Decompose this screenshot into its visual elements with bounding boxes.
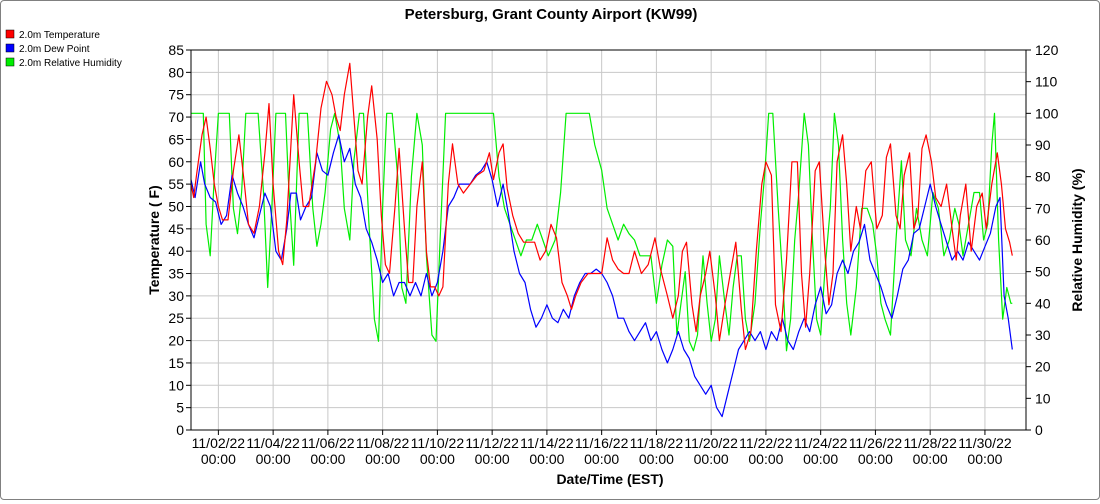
x-tick-time: 00:00: [365, 451, 400, 467]
x-tick-date: 11/10/22: [411, 435, 465, 451]
y2-tick-label: 20: [1035, 359, 1051, 375]
x-tick-time: 00:00: [694, 451, 729, 467]
x-tick-time: 00:00: [967, 451, 1002, 467]
x-tick-date: 11/04/22: [246, 435, 300, 451]
y2-tick-label: 120: [1035, 42, 1059, 58]
x-tick-date: 11/02/22: [192, 435, 246, 451]
x-tick-time: 00:00: [858, 451, 893, 467]
x-tick-date: 11/06/22: [301, 435, 355, 451]
x-tick-time: 00:00: [475, 451, 510, 467]
y-tick-label: 80: [168, 64, 184, 80]
x-tick-date: 11/28/22: [903, 435, 957, 451]
y-tick-label: 65: [168, 131, 184, 147]
chart-title: Petersburg, Grant County Airport (KW99): [405, 6, 698, 23]
x-tick-date: 11/22/22: [739, 435, 793, 451]
y2-tick-label: 110: [1035, 74, 1058, 90]
legend-label: 2.0m Relative Humidity: [19, 58, 122, 69]
y-tick-label: 5: [176, 400, 184, 416]
x-tick-date: 11/20/22: [684, 435, 738, 451]
humidity-axis: 0 10 20 30 40 50 60 70 80 90 100 110 120: [1026, 42, 1059, 438]
y-tick-label: 35: [168, 266, 184, 282]
y-tick-label: 30: [168, 288, 184, 304]
temperature-axis: 0 5 10 15 20 25 30 35 40 45 50 55 60 65 70 75 80 85: [168, 42, 191, 438]
y2-tick-label: 60: [1035, 232, 1051, 248]
x-tick-date: 11/24/22: [794, 435, 848, 451]
y-tick-label: 70: [168, 109, 184, 125]
series-line-2-0m-temperature: [190, 62, 1013, 351]
y-tick-label: 20: [168, 333, 184, 349]
series-line-2-0m-relative-humidity: [191, 112, 1013, 352]
y2-tick-label: 40: [1035, 295, 1051, 311]
legend: 2.0m Temperature 2.0m Dew Point 2.0m Relat…: [5, 29, 122, 69]
x-tick-date: 11/08/22: [356, 435, 410, 451]
x-tick-time: 00:00: [913, 451, 948, 467]
x-tick-time: 00:00: [310, 451, 345, 467]
x-tick-date: 11/18/22: [630, 435, 684, 451]
x-tick-time: 00:00: [256, 451, 291, 467]
y-tick-label: 10: [168, 377, 184, 393]
legend-swatch: [5, 43, 15, 53]
y-tick-label: 85: [168, 42, 184, 58]
y2-tick-label: 90: [1035, 137, 1051, 153]
time-axis: 11/02/2200:0011/04/2200:0011/06/2200:001…: [192, 430, 1012, 467]
x-tick-date: 11/14/22: [520, 435, 574, 451]
y-axis-title: Temperature ( F): [146, 185, 162, 294]
y2-tick-label: 80: [1035, 169, 1051, 185]
y2-tick-label: 10: [1035, 390, 1051, 406]
x-axis-title: Date/Time (EST): [556, 471, 663, 487]
legend-label: 2.0m Temperature: [19, 30, 100, 41]
y-tick-label: 45: [168, 221, 184, 237]
legend-label: 2.0m Dew Point: [19, 44, 90, 55]
y-tick-label: 75: [168, 87, 184, 103]
y-tick-label: 50: [168, 198, 184, 214]
x-tick-date: 11/26/22: [849, 435, 903, 451]
x-tick-time: 00:00: [201, 451, 236, 467]
y-tick-label: 0: [176, 422, 184, 438]
y2-axis-title: Relative Humidity (%): [1069, 168, 1085, 311]
series-layer: [190, 62, 1013, 418]
y2-tick-label: 0: [1035, 422, 1043, 438]
y2-tick-label: 100: [1035, 105, 1059, 121]
x-tick-time: 00:00: [420, 451, 455, 467]
y-tick-label: 55: [168, 176, 184, 192]
y-tick-label: 25: [168, 310, 184, 326]
x-tick-time: 00:00: [584, 451, 619, 467]
y2-tick-label: 70: [1035, 200, 1051, 216]
x-tick-date: 11/12/22: [465, 435, 519, 451]
x-tick-date: 11/30/22: [958, 435, 1012, 451]
y2-tick-label: 50: [1035, 264, 1051, 280]
y2-tick-label: 30: [1035, 327, 1051, 343]
y-tick-label: 15: [168, 355, 184, 371]
legend-swatch: [5, 29, 15, 39]
x-tick-time: 00:00: [639, 451, 674, 467]
x-tick-time: 00:00: [748, 451, 783, 467]
y-tick-label: 40: [168, 243, 184, 259]
x-tick-time: 00:00: [529, 451, 564, 467]
x-tick-time: 00:00: [803, 451, 838, 467]
x-tick-date: 11/16/22: [575, 435, 629, 451]
y-tick-label: 60: [168, 154, 184, 170]
legend-swatch: [5, 57, 15, 67]
